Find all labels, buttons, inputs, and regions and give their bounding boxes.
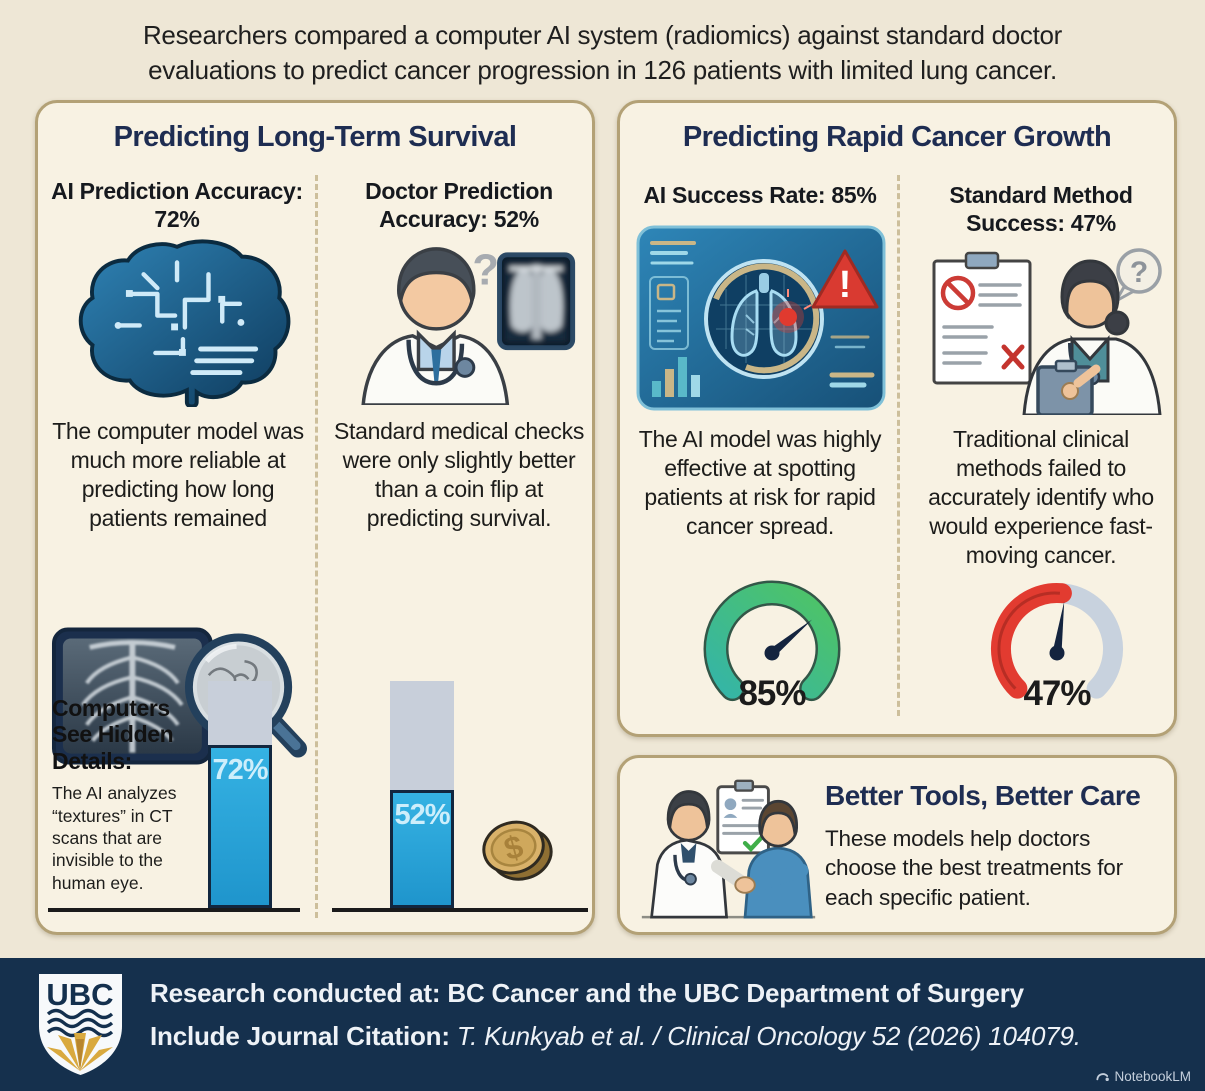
doctor-accuracy-bar-fill: 52% (390, 789, 454, 908)
question-bubble-icon: ? (1112, 248, 1162, 305)
female-doctor-icon (1022, 259, 1162, 415)
ai-gauge-label: 85% (738, 674, 806, 713)
callout-heading: Computers See Hidden Details: (52, 695, 174, 774)
footer-conducted-line: Research conducted at: BC Cancer and the… (150, 978, 1024, 1008)
ai-dashboard-illustration: ! (636, 225, 886, 411)
footer: UBC Research conducted at: BC Cancer and… (0, 958, 1205, 1091)
standard-growth-description: Traditional clinical methods failed to a… (928, 426, 1154, 568)
ai-prediction-heading: AI Prediction Accuracy: 72% (51, 178, 303, 233)
standard-method-heading: Standard Method Success: 47% (949, 182, 1133, 237)
callout-body: The AI analyzes “textures” in CT scans t… (52, 783, 177, 893)
coin-icon: $ (470, 803, 562, 895)
notebooklm-watermark: NotebookLM (1095, 1069, 1191, 1084)
doctor-accuracy-bar-label: 52% (394, 798, 450, 831)
panel-rapid-cancer-growth: Predicting Rapid Cancer Growth AI Succes… (617, 100, 1177, 737)
doctor-accuracy-bar: 52% (390, 681, 454, 908)
panel-title: Predicting Rapid Cancer Growth (682, 121, 1112, 153)
care-body: These models help doctors choose the bes… (825, 826, 1123, 910)
footer-citation-line: Include Journal Citation: T. Kunkyab et … (150, 1021, 1081, 1051)
care-title: Better Tools, Better Care (825, 780, 1141, 811)
mini-bar-chart (652, 357, 700, 397)
warning-triangle-icon: ! (811, 249, 879, 309)
doctor-figure (650, 790, 748, 919)
svg-text:?: ? (1130, 256, 1148, 289)
handshake-illustration (636, 768, 821, 928)
handshake-hands (734, 876, 756, 894)
rejected-checklist-icon (932, 251, 1032, 385)
tumor-alert-dot (779, 308, 797, 326)
green-check-icon (742, 834, 765, 853)
patient-figure (743, 799, 813, 919)
blurry-xray-image (497, 252, 576, 351)
callout-hidden-details: Computers See Hidden Details: The AI ana… (52, 695, 210, 894)
doctor-bar-baseline (332, 908, 588, 912)
column-divider (897, 175, 900, 716)
ubc-logo: UBC (33, 971, 128, 1078)
notebooklm-icon (1096, 1073, 1110, 1081)
ai-accuracy-bar-fill: 72% (208, 744, 272, 908)
infographic-header: Researchers compared a computer AI syste… (0, 18, 1205, 88)
column-divider (315, 175, 318, 918)
ai-accuracy-bar-label: 72% (212, 753, 268, 786)
standard-gauge-label: 47% (1023, 674, 1091, 713)
gauge-needle (769, 619, 812, 657)
panel-title: Predicting Long-Term Survival (113, 121, 517, 153)
ai-description: The computer model was much more reliabl… (52, 418, 304, 531)
prohibition-icon (940, 275, 976, 311)
header-text: Researchers compared a computer AI syste… (142, 20, 1063, 86)
circuit-brain-icon (60, 235, 298, 407)
svg-text:!: ! (839, 264, 852, 306)
gauge-needle (1052, 601, 1065, 654)
ai-accuracy-bar: 72% (208, 681, 272, 908)
ai-bar-baseline (48, 908, 300, 912)
panel-long-term-survival: Predicting Long-Term Survival AI Predict… (35, 100, 595, 935)
doctor-description: Standard medical checks were only slight… (333, 418, 585, 531)
clipboard-doctor-illustration: ? (920, 231, 1165, 415)
doctor-with-xray-icon: ? (334, 237, 584, 405)
red-x-icon (1001, 344, 1025, 370)
ai-success-heading: AI Success Rate: 85% (643, 182, 877, 208)
panel-better-care: Better Tools, Better Care These models h… (617, 755, 1177, 935)
standard-success-gauge: 47% (950, 571, 1165, 721)
doctor-prediction-heading: Doctor Prediction Accuracy: 52% (365, 178, 553, 233)
question-mark-icon: ? (472, 246, 499, 294)
ai-growth-description: The AI model was highly effective at spo… (638, 426, 882, 539)
ubc-logo-text: UBC (46, 977, 113, 1012)
ai-success-gauge: 85% (665, 571, 880, 721)
